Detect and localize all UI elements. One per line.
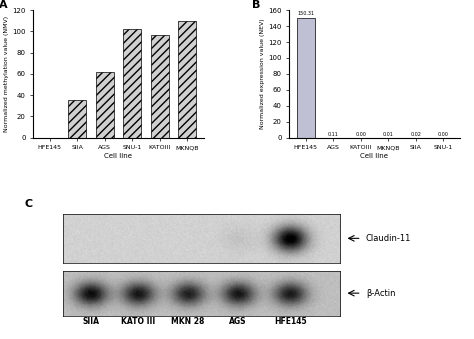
Bar [297, 18, 315, 138]
Y-axis label: Normalized methylation value (NMV): Normalized methylation value (NMV) [4, 16, 9, 132]
X-axis label: Cell line: Cell line [104, 153, 133, 159]
Text: B: B [252, 0, 260, 10]
Text: KATO III: KATO III [121, 317, 155, 326]
Bar [123, 29, 141, 138]
X-axis label: Cell line: Cell line [360, 153, 389, 159]
Text: 0.00: 0.00 [356, 132, 366, 137]
Text: Claudin-11: Claudin-11 [366, 234, 411, 243]
Bar [151, 35, 169, 138]
Text: 0.11: 0.11 [328, 132, 339, 137]
Text: 0.00: 0.00 [438, 132, 448, 137]
Bar [96, 72, 114, 138]
Text: AGS: AGS [229, 317, 246, 326]
Text: 150.31: 150.31 [297, 11, 314, 16]
Text: C: C [25, 199, 33, 209]
Text: 0.02: 0.02 [410, 132, 421, 137]
Text: SIIA: SIIA [82, 317, 99, 326]
Text: A: A [0, 0, 8, 10]
Text: HFE145: HFE145 [274, 317, 307, 326]
Bar [178, 21, 196, 138]
Text: β-Actin: β-Actin [366, 288, 395, 298]
Bar [68, 100, 86, 138]
Text: 0.01: 0.01 [383, 132, 393, 137]
Y-axis label: Normalized expression value (NEV): Normalized expression value (NEV) [260, 19, 265, 129]
Text: MKN 28: MKN 28 [171, 317, 204, 326]
